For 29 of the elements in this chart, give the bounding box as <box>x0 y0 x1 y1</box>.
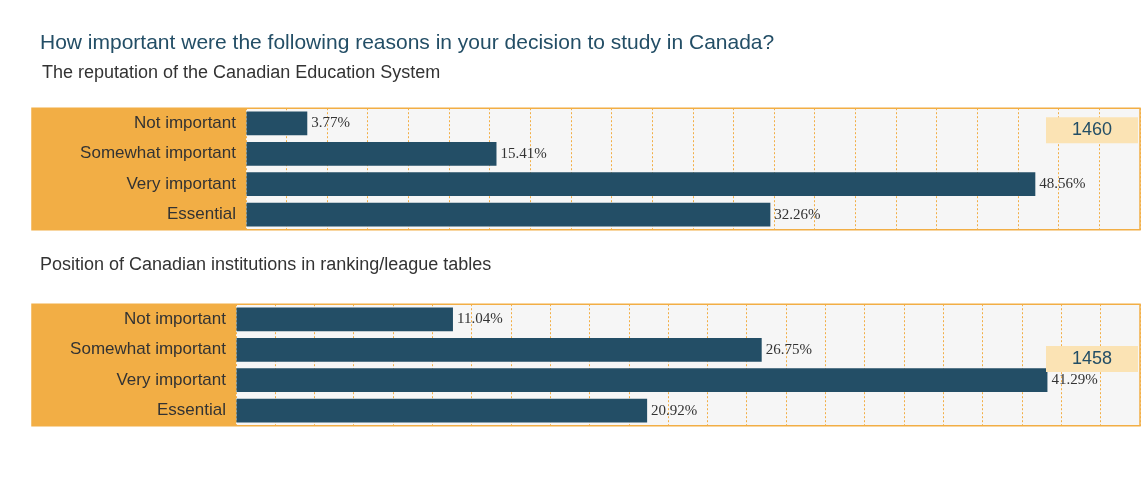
annotation: 1460 <box>1071 119 1113 140</box>
data-label: 26.75% <box>765 340 812 357</box>
y-tick-label: Not important <box>133 113 237 133</box>
y-tick-label: Somewhat important <box>80 143 237 163</box>
chart-subtitle: The reputation of the Canadian Education System <box>41 62 442 84</box>
data-label: 3.77% <box>311 114 351 131</box>
data-label: 20.92% <box>651 401 698 418</box>
data-label: 48.56% <box>1039 175 1086 192</box>
chart-title: How important were the following reasons in your decision to study in Canada? <box>39 29 776 55</box>
y-tick-label: Somewhat important <box>70 339 227 359</box>
y-tick-label: Very important <box>126 173 237 193</box>
data-label: 32.26% <box>774 205 821 222</box>
data-label: 15.41% <box>500 144 547 161</box>
bar <box>246 202 771 227</box>
y-tick-label: Essential <box>167 204 236 224</box>
bar <box>236 307 453 332</box>
y-tick-label: Very important <box>116 369 227 389</box>
y-tick-label: Not important <box>123 309 227 329</box>
chart-title: Position of Canadian institutions in ranking/league tables <box>39 253 493 276</box>
bar <box>246 111 308 136</box>
bar <box>236 337 762 362</box>
bar <box>246 141 497 166</box>
data-label: 11.04% <box>456 310 503 327</box>
y-tick-label: Essential <box>157 400 226 420</box>
bar <box>236 398 648 423</box>
data-label: 41.29% <box>1051 371 1098 388</box>
bar <box>236 368 1048 393</box>
bar <box>246 172 1036 197</box>
annotation: 1458 <box>1071 347 1113 368</box>
